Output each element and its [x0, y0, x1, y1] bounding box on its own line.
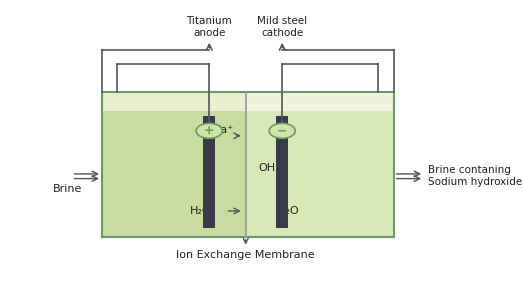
- Text: Brine: Brine: [53, 184, 82, 194]
- Bar: [102, 92, 246, 237]
- Text: OH⁻: OH⁻: [258, 163, 281, 173]
- Text: Brine contaning
Sodium hydroxide: Brine contaning Sodium hydroxide: [428, 165, 522, 187]
- Bar: [203, 116, 215, 228]
- Bar: [276, 116, 288, 228]
- Text: Ion Exchange Membrane: Ion Exchange Membrane: [176, 250, 315, 260]
- Text: −: −: [277, 124, 288, 137]
- Bar: [102, 92, 246, 111]
- Text: H₂O: H₂O: [190, 206, 212, 216]
- Text: Mild steel
cathode: Mild steel cathode: [257, 16, 308, 38]
- Bar: [246, 92, 394, 111]
- Circle shape: [196, 123, 222, 138]
- Text: H₂O: H₂O: [278, 206, 299, 216]
- Circle shape: [269, 123, 295, 138]
- Text: +: +: [204, 124, 214, 137]
- Text: Na⁺: Na⁺: [213, 125, 234, 135]
- Text: Titanium
anode: Titanium anode: [186, 16, 232, 38]
- Bar: [246, 92, 394, 237]
